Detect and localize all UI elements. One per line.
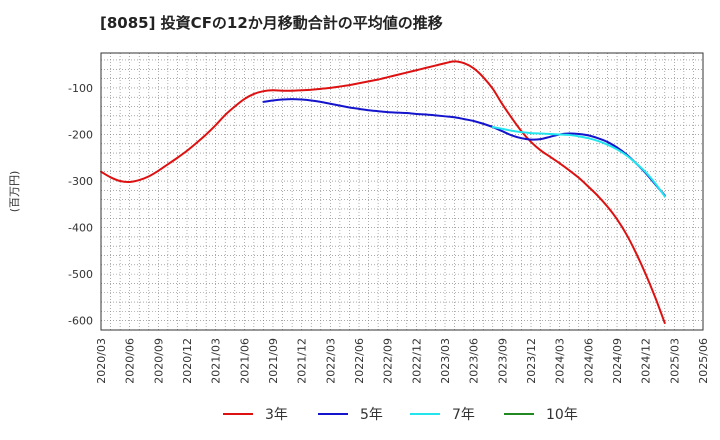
legend-label-4: 10年: [546, 407, 578, 423]
legend-label-1: 3年: [265, 407, 288, 423]
y-tick-label: -600: [68, 315, 93, 328]
legend-label-2: 5年: [360, 407, 383, 423]
x-tick-label: 2021/09: [267, 338, 280, 384]
x-tick-label: 2020/06: [124, 338, 137, 384]
x-tick-label: 2025/06: [697, 338, 710, 384]
series-line-1: [100, 60, 666, 325]
x-tick-label: 2021/06: [238, 338, 251, 384]
x-tick-label: 2020/03: [95, 338, 108, 384]
y-axis: -100 -200 -300 -400 -500 -600: [68, 82, 93, 328]
x-tick-label: 2022/09: [382, 338, 395, 384]
series-line-2: [262, 98, 666, 197]
legend: 3年 5年 7年 10年: [223, 407, 578, 423]
x-tick-label: 2023/03: [439, 338, 452, 384]
x-tick-label: 2022/12: [410, 338, 423, 384]
grid: [101, 53, 703, 330]
series-line-3: [491, 126, 666, 198]
chart-title: [8085] 投資CFの12か月移動合計の平均値の推移: [100, 14, 443, 32]
x-tick-label: 2022/03: [324, 338, 337, 384]
x-tick-label: 2021/12: [296, 338, 309, 384]
y-tick-label: -500: [68, 268, 93, 281]
y-tick-label: -100: [68, 82, 93, 95]
y-tick-label: -300: [68, 175, 93, 188]
y-axis-label: (百万円): [8, 171, 21, 213]
x-axis: 2020/03 2020/06 2020/09 2020/12 2021/03 2021/…: [95, 338, 710, 384]
x-tick-label: 2024/09: [611, 338, 624, 384]
x-tick-label: 2024/03: [554, 338, 567, 384]
x-tick-label: 2023/09: [496, 338, 509, 384]
x-tick-label: 2024/06: [582, 338, 595, 384]
x-tick-label: 2024/12: [640, 338, 653, 384]
x-tick-label: 2020/09: [152, 338, 165, 384]
y-tick-label: -200: [68, 128, 93, 141]
plot-background: [101, 53, 703, 330]
legend-label-3: 7年: [452, 407, 475, 423]
x-tick-label: 2022/06: [353, 338, 366, 384]
x-tick-label: 2021/03: [210, 338, 223, 384]
x-tick-label: 2023/06: [468, 338, 481, 384]
x-tick-label: 2025/03: [668, 338, 681, 384]
x-tick-label: 2020/12: [181, 338, 194, 384]
y-tick-label: -400: [68, 222, 93, 235]
plot-frame: [100, 52, 704, 331]
x-tick-label: 2023/12: [525, 338, 538, 384]
series: [100, 60, 666, 325]
